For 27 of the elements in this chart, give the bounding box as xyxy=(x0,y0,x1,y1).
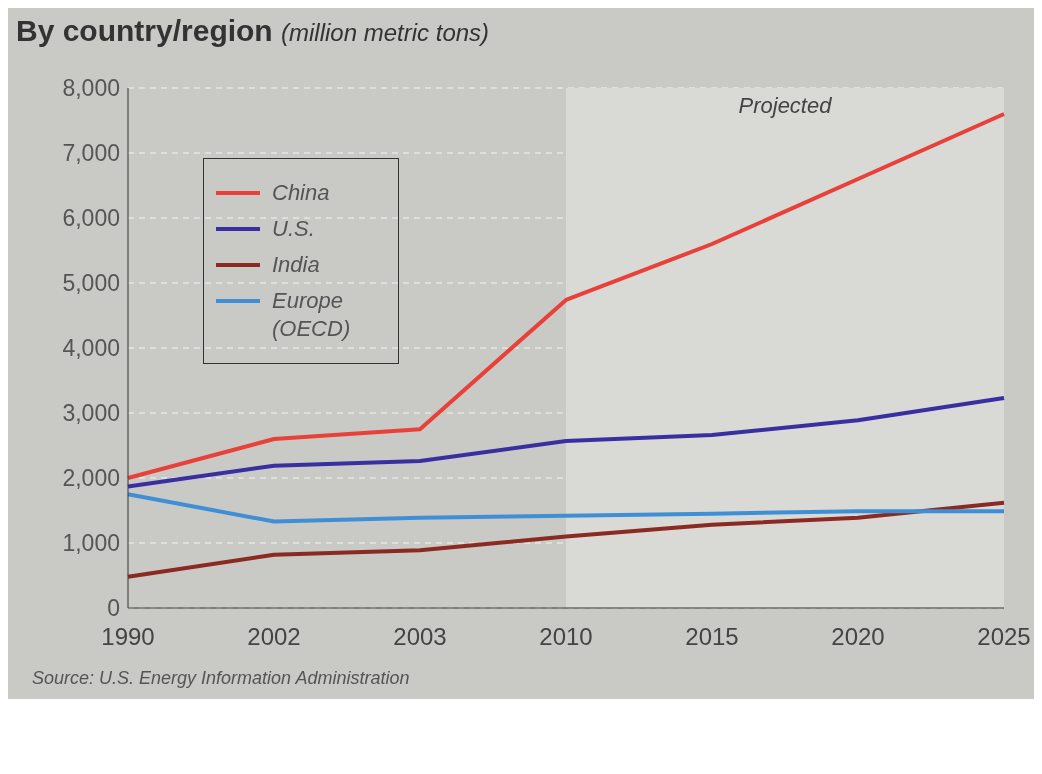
y-tick-label: 5,000 xyxy=(62,270,120,297)
line-series xyxy=(126,500,1006,579)
chart-subtitle: (million metric tons) xyxy=(281,19,490,46)
y-tick-label: 4,000 xyxy=(62,335,120,362)
legend-label: China xyxy=(272,179,330,207)
y-tick-label: 0 xyxy=(107,595,120,622)
y-tick-label: 6,000 xyxy=(62,205,120,232)
source-note: Source: U.S. Energy Information Administration xyxy=(31,668,411,689)
band-label: Projected xyxy=(738,92,833,118)
legend-label: U.S. xyxy=(272,215,315,243)
x-tick-label: 2003 xyxy=(393,623,447,651)
x-tick-label: 2002 xyxy=(247,623,301,651)
x-tick-label: 2025 xyxy=(977,623,1031,651)
y-tick-label: 8,000 xyxy=(62,75,120,102)
y-tick-label: 2,000 xyxy=(62,465,120,492)
y-tick-label: 7,000 xyxy=(62,140,120,167)
x-tick-label: 2020 xyxy=(831,623,885,651)
legend-label: India xyxy=(272,251,320,279)
legend-label: Europe (OECD) xyxy=(272,287,352,343)
y-tick-label: 3,000 xyxy=(62,400,120,427)
line-series xyxy=(126,492,1006,524)
line-series xyxy=(126,396,1006,489)
x-tick-label: 2010 xyxy=(539,623,593,651)
x-tick-label: 2015 xyxy=(685,623,739,651)
y-tick-label: 1,000 xyxy=(62,530,120,557)
chart-title: By country/region xyxy=(16,14,273,47)
x-tick-label: 1990 xyxy=(101,623,155,651)
